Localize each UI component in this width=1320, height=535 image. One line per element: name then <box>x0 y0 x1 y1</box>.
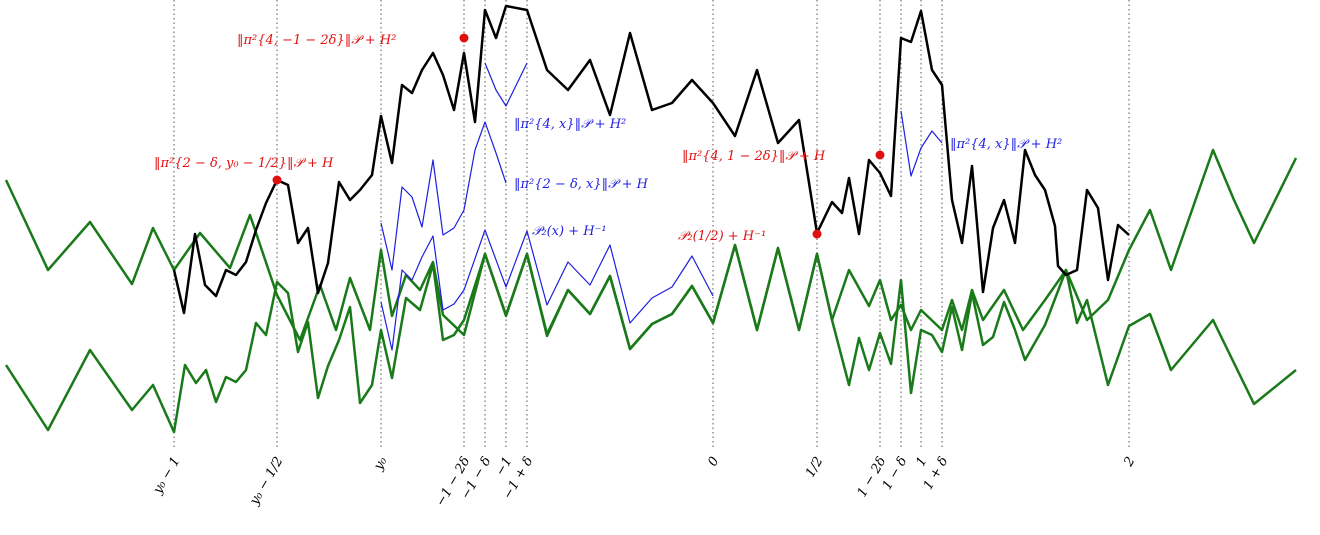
tick-label-t2: y₀ − 1/2 <box>247 455 287 509</box>
tick-label-t12: 1 <box>913 455 930 470</box>
tick-labels: y₀ − 1 y₀ − 1/2 y₀ −1 − 2δ −1 − δ −1 −1 … <box>150 454 1138 509</box>
annotation-a3: ‖π²{2 − δ, y₀ − 1/2}‖𝒫 + H <box>154 156 334 171</box>
annotation-a8: 𝒫₂(1/2) + H⁻¹ <box>678 229 766 244</box>
annotation-a5: 𝒫₂(x) + H⁻¹ <box>532 224 607 239</box>
annotation-a1: ‖π²{4, −1 − 2δ}‖𝒫 + H² <box>237 33 396 48</box>
black-main-curve <box>172 4 1130 315</box>
tick-label-t9: 1/2 <box>803 455 826 481</box>
annotation-a2: ‖π²{4, x}‖𝒫 + H² <box>514 117 626 132</box>
tick-label-t14: 2 <box>1121 455 1139 471</box>
blue-curve-pi4-right <box>900 110 943 177</box>
point-a8 <box>812 229 822 239</box>
annotation-a7: ‖π²{4, x}‖𝒫 + H² <box>950 137 1062 152</box>
annotation-a6: ‖π²{4, 1 − 2δ}‖𝒫 + H <box>682 149 826 164</box>
point-a1 <box>459 33 469 43</box>
green-curves <box>4 148 1298 434</box>
blue-curve-pi2-left <box>380 121 507 271</box>
guide-lines <box>173 0 1130 450</box>
green-upper-curve <box>4 148 1298 351</box>
blue-curve-pi4-left <box>484 62 528 107</box>
annotation-a4: ‖π²{2 − δ, x}‖𝒫 + H <box>514 177 649 192</box>
black-curves <box>172 4 1130 315</box>
green-lower-curve <box>4 243 1297 434</box>
point-a6 <box>875 150 885 160</box>
blue-curves <box>380 62 943 351</box>
point-a3 <box>272 175 282 185</box>
tick-label-t8: 0 <box>705 455 722 470</box>
blue-curve-p2 <box>380 229 714 351</box>
red-points <box>272 33 885 239</box>
annotations: ‖π²{4, −1 − 2δ}‖𝒫 + H² ‖π²{4, x}‖𝒫 + H² … <box>154 33 1062 244</box>
tick-label-t1: y₀ − 1 <box>150 455 183 498</box>
tick-label-t3: y₀ <box>371 454 391 474</box>
